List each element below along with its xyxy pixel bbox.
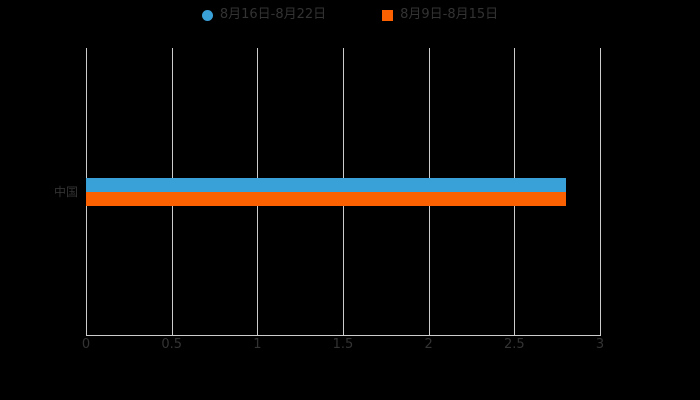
y-axis-category-label: 中国 (53, 184, 78, 199)
x-axis-tick-label: 3 (595, 337, 605, 352)
legend-label-series-2: 8月9日-8月15日 (400, 7, 499, 22)
bar[interactable] (86, 191, 566, 206)
legend-label-series-1: 8月16日-8月22日 (219, 7, 327, 22)
x-axis-tick-label: 2.5 (503, 337, 525, 352)
x-axis-line (86, 335, 601, 336)
x-axis-tick-label: 0 (81, 337, 91, 352)
gridline (600, 48, 601, 335)
x-axis-tick-label: 0.5 (161, 337, 182, 352)
x-axis-tick-label: 1.5 (332, 337, 354, 352)
bar-group (86, 177, 600, 206)
x-axis-tick-label: 1 (253, 337, 262, 352)
legend-item-series-1[interactable]: 8月16日-8月22日 (201, 5, 327, 25)
legend-item-series-2[interactable]: 8月9日-8月15日 (382, 5, 498, 25)
plot-area (86, 48, 601, 335)
bar[interactable] (86, 177, 566, 192)
legend-square-marker-icon (382, 9, 394, 21)
x-axis-tick-label: 2 (424, 337, 433, 352)
chart-legend: 8月16日-8月22日 8月9日-8月15日 (0, 0, 700, 30)
legend-circle-marker-icon (201, 9, 213, 21)
